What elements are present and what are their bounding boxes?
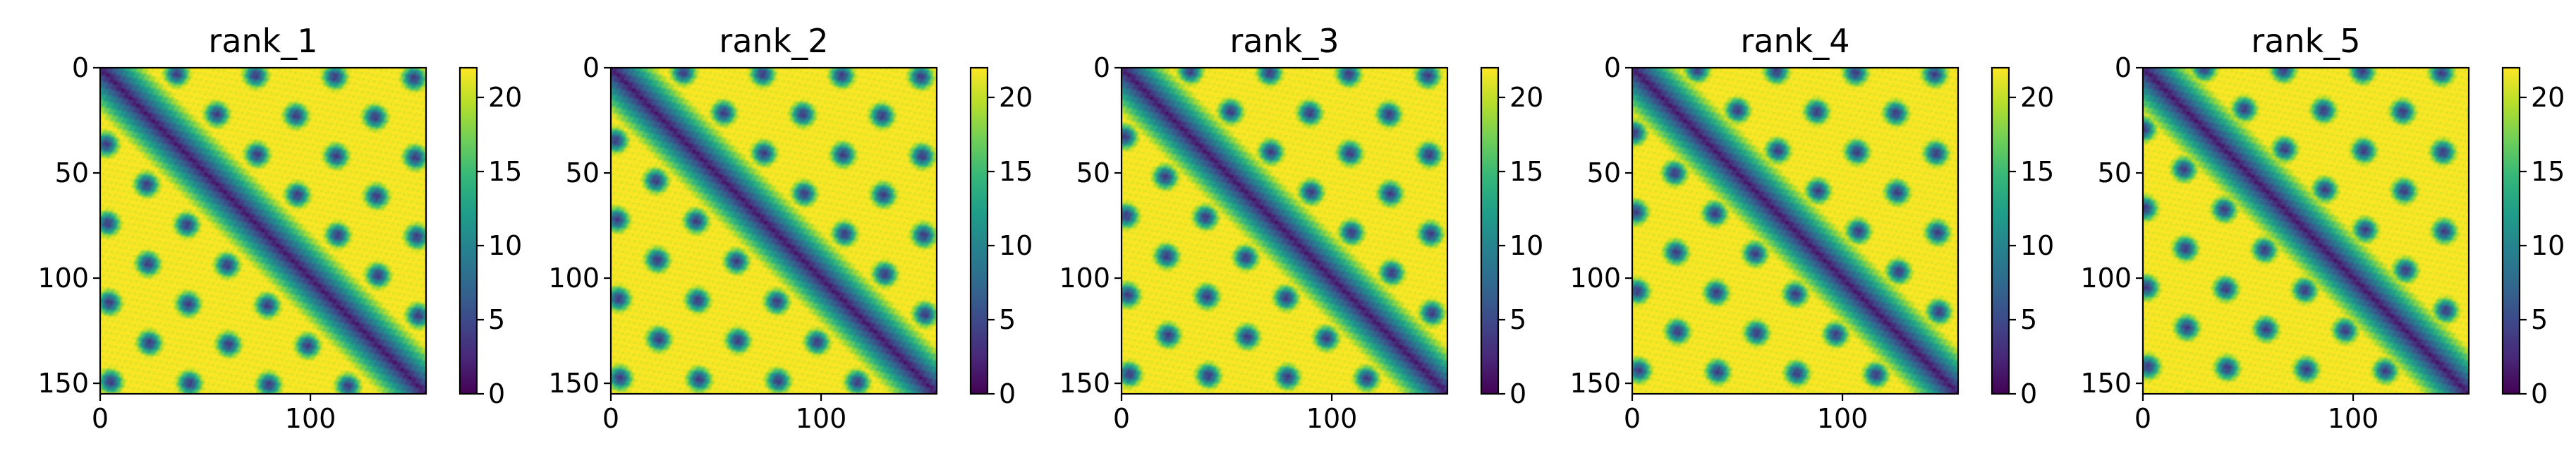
colorbar-tick-label: 20 [2020,82,2054,113]
colorbar-tick-label: 20 [1509,82,1543,113]
colorbar-tick-label: 5 [2531,304,2548,335]
y-tick-label: 50 [566,157,600,188]
colorbar-tick-label: 20 [2531,82,2565,113]
colorbar-tick-label: 15 [2020,156,2054,187]
y-tick-label: 50 [2098,157,2132,188]
y-tick-label: 50 [1076,157,1110,188]
panel-title: rank_4 [1740,22,1849,60]
panel-title: rank_2 [719,22,828,60]
y-tick-label: 0 [1604,52,1621,83]
colorbar-tick-label: 15 [999,156,1033,187]
colorbar-tick-label: 15 [488,156,522,187]
colorbar-tick-label: 5 [2020,304,2037,335]
colorbar-tick-label: 10 [2531,230,2565,261]
heatmap-image [100,68,426,394]
plot-frame [1120,66,1449,395]
y-tick-label: 0 [72,52,89,83]
panel-title: rank_5 [2251,22,2360,60]
plot-frame [609,66,938,395]
heatmap-image [2143,68,2469,394]
y-tick-label: 150 [1569,368,1621,399]
colorbar-tick-label: 10 [488,230,522,261]
colorbar-tick-label: 0 [999,378,1016,409]
y-tick-label: 100 [2080,263,2132,294]
heatmap-image [611,68,937,394]
y-tick-label: 100 [1569,263,1621,294]
y-tick-label: 150 [2080,368,2132,399]
heatmap-image [1122,68,1447,394]
x-tick-label: 100 [2328,403,2379,434]
plot-frame [99,66,427,395]
y-tick-label: 50 [55,157,89,188]
colorbar [2503,68,2520,394]
x-tick-label: 0 [1624,403,1641,434]
y-tick-label: 150 [37,368,89,399]
colorbar-tick-label: 10 [2020,230,2054,261]
x-tick-label: 0 [1113,403,1130,434]
colorbar [971,68,988,394]
y-tick-label: 50 [1587,157,1621,188]
colorbar-frame [1991,66,2010,395]
plot-frame [1631,66,1960,395]
colorbar-tick-label: 15 [2531,156,2565,187]
panel-title: rank_1 [208,22,317,60]
colorbar [460,68,477,394]
colorbar-frame [458,66,478,395]
colorbar [1992,68,2009,394]
x-tick-label: 100 [1817,403,1869,434]
y-tick-label: 150 [1059,368,1110,399]
y-tick-label: 0 [2115,52,2132,83]
colorbar-frame [969,66,989,395]
colorbar-tick-label: 0 [488,378,505,409]
plot-frame [2141,66,2470,395]
colorbar-tick-label: 20 [999,82,1033,113]
colorbar [1481,68,1498,394]
y-tick-label: 0 [583,52,600,83]
colorbar-tick-label: 0 [2531,378,2548,409]
colorbar-tick-label: 20 [488,82,522,113]
x-tick-label: 100 [796,403,847,434]
colorbar-tick-label: 0 [1509,378,1526,409]
colorbar-tick-label: 5 [488,304,505,335]
panel-title: rank_3 [1229,22,1339,60]
colorbar-frame [1480,66,1500,395]
colorbar-tick-label: 15 [1509,156,1543,187]
x-tick-label: 0 [602,403,619,434]
heatmap-image [1632,68,1958,394]
x-tick-label: 0 [2134,403,2151,434]
y-tick-label: 100 [548,263,600,294]
colorbar-tick-label: 10 [1509,230,1543,261]
y-tick-label: 0 [1093,52,1110,83]
colorbar-tick-label: 5 [999,304,1016,335]
colorbar-tick-label: 0 [2020,378,2037,409]
colorbar-frame [2501,66,2521,395]
x-tick-label: 100 [285,403,336,434]
x-tick-label: 100 [1306,403,1358,434]
y-tick-label: 100 [37,263,89,294]
colorbar-tick-label: 10 [999,230,1033,261]
x-tick-label: 0 [92,403,109,434]
colorbar-tick-label: 5 [1509,304,1526,335]
y-tick-label: 100 [1059,263,1110,294]
y-tick-label: 150 [548,368,600,399]
